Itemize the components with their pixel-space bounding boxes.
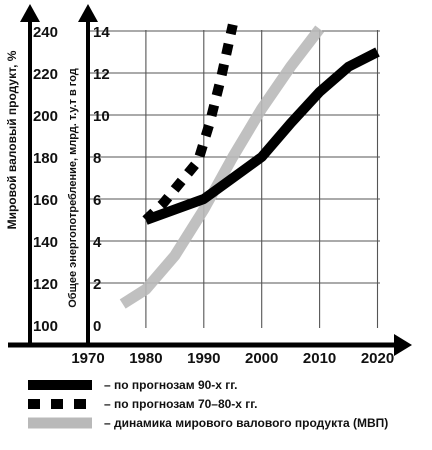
series-layer [119, 23, 380, 309]
series-line [142, 23, 238, 224]
y-right-tick-label: 10 [93, 108, 110, 125]
y-right-axis-title: Общее энергопотребление, млрд. т.у.т в г… [67, 68, 79, 308]
y-right-tick-label: 8 [93, 150, 101, 167]
x-tick-label: 1990 [187, 350, 220, 367]
x-tick-label: 2010 [303, 350, 336, 367]
y-left-tick-label: 240 [33, 24, 58, 41]
y-right-tick-label: 2 [93, 276, 101, 293]
legend-label: – динамика мирового валового продукта (М… [104, 416, 388, 430]
legend: – по прогнозам 90-х гг. – по прогнозам 70… [28, 378, 388, 430]
y-right-tick-label: 0 [93, 318, 101, 335]
tick-labels: 100 120 140 160 180 200 220 240 0 2 4 6 8 10 12 14 1970 1… [33, 24, 394, 367]
y-right-tick-label: 14 [93, 24, 110, 41]
y-right-tick-label: 6 [93, 192, 101, 209]
legend-label: – по прогнозам 70–80-х гг. [104, 397, 257, 411]
y-left-tick-label: 100 [33, 318, 58, 335]
y-left-tick-label: 140 [33, 234, 58, 251]
legend-label: – по прогнозам 90-х гг. [104, 378, 237, 392]
y-left-tick-label: 120 [33, 276, 58, 293]
axes [8, 4, 412, 356]
y-left-tick-label: 200 [33, 108, 58, 125]
x-tick-label: 1980 [129, 350, 162, 367]
y-left-tick-label: 180 [33, 150, 58, 167]
series-line [144, 47, 380, 225]
y-left-tick-label: 160 [33, 192, 58, 209]
x-axis-arrow [394, 334, 412, 356]
y-left-tick-label: 220 [33, 66, 58, 83]
y-right-tick-label: 4 [93, 234, 102, 251]
x-tick-label: 1970 [71, 350, 104, 367]
y-left-axis-title: Мировой валовый продукт, % [5, 50, 19, 229]
y-right-tick-label: 12 [93, 66, 110, 83]
y-left-axis-arrow [20, 4, 40, 22]
x-tick-label: 2000 [245, 350, 278, 367]
x-tick-label: 2020 [361, 350, 394, 367]
y-right-axis-arrow [78, 4, 98, 22]
